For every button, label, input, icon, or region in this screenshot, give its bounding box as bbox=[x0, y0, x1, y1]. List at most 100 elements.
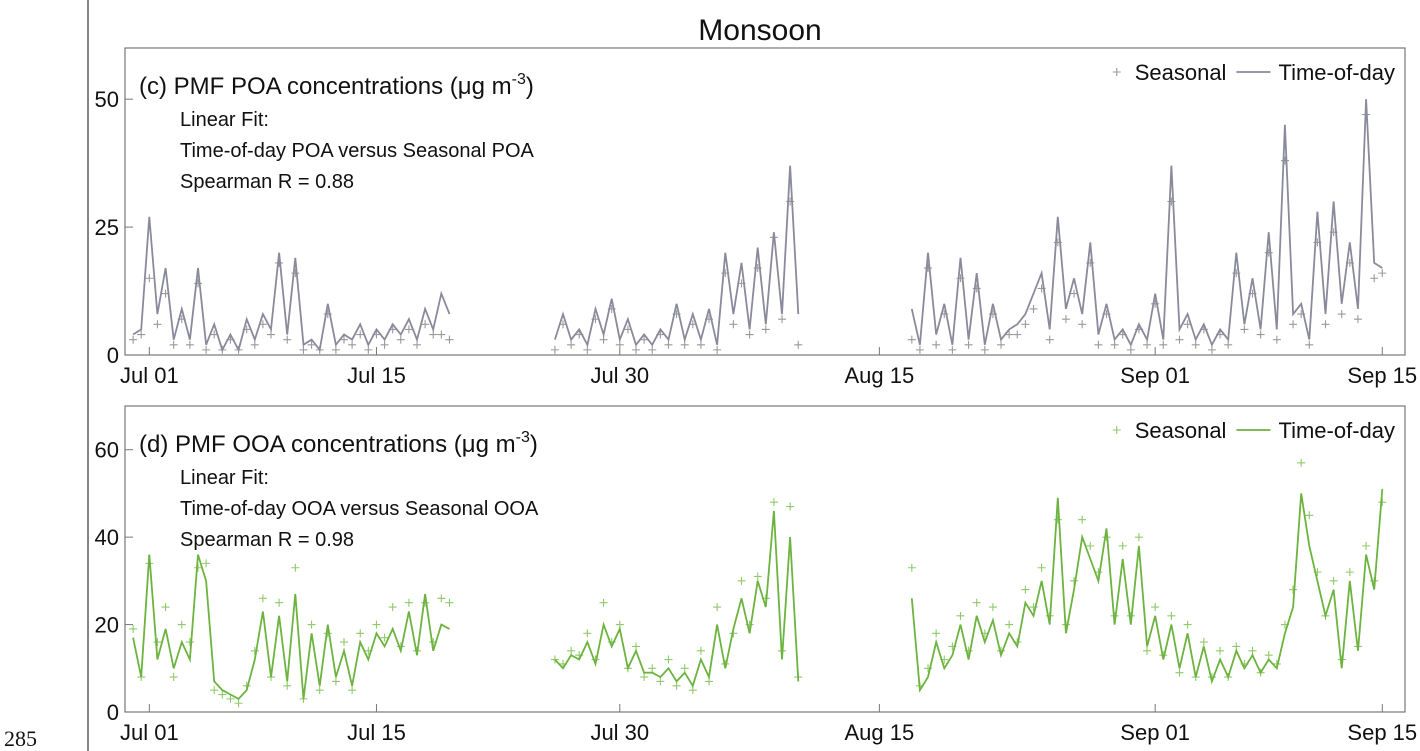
seasonal-marker bbox=[948, 345, 957, 354]
seasonal-marker bbox=[640, 335, 649, 344]
seasonal-marker bbox=[380, 340, 389, 349]
seasonal-marker bbox=[348, 686, 357, 695]
seasonal-marker bbox=[1061, 315, 1070, 324]
annotation: Time-of-day POA versus Seasonal POA bbox=[180, 140, 535, 162]
seasonal-marker bbox=[729, 320, 738, 329]
seasonal-marker bbox=[372, 620, 381, 629]
seasonal-marker bbox=[291, 269, 300, 278]
seasonal-marker bbox=[226, 694, 235, 703]
seasonal-marker bbox=[932, 629, 941, 638]
seasonal-marker bbox=[161, 603, 170, 612]
seasonal-marker bbox=[1362, 541, 1371, 550]
seasonal-marker bbox=[413, 340, 422, 349]
seasonal-marker bbox=[1207, 345, 1216, 354]
seasonal-marker bbox=[185, 638, 194, 647]
seasonal-marker bbox=[1264, 248, 1273, 257]
x-tick-label: Jul 30 bbox=[590, 363, 649, 388]
seasonal-marker bbox=[567, 646, 576, 655]
seasonal-marker bbox=[307, 620, 316, 629]
annotation: Linear Fit: bbox=[180, 467, 269, 489]
seasonal-marker bbox=[202, 559, 211, 568]
seasonal-marker bbox=[1005, 330, 1014, 339]
legend-label: Seasonal bbox=[1135, 60, 1227, 85]
seasonal-marker bbox=[713, 603, 722, 612]
x-tick-label: Jul 15 bbox=[347, 720, 406, 745]
panel-label-end: ) bbox=[526, 73, 534, 100]
seasonal-marker bbox=[1345, 568, 1354, 577]
seasonal-marker bbox=[315, 686, 324, 695]
seasonal-marker bbox=[1143, 646, 1152, 655]
x-tick-label: Jul 15 bbox=[347, 363, 406, 388]
seasonal-marker bbox=[745, 330, 754, 339]
seasonal-marker bbox=[1143, 340, 1152, 349]
x-tick-label: Jul 01 bbox=[120, 720, 179, 745]
seasonal-marker bbox=[656, 677, 665, 686]
seasonal-marker bbox=[997, 340, 1006, 349]
seasonal-marker bbox=[340, 335, 349, 344]
seasonal-marker bbox=[769, 498, 778, 507]
seasonal-marker bbox=[129, 335, 138, 344]
seasonal-marker bbox=[1224, 340, 1233, 349]
seasonal-marker bbox=[250, 340, 259, 349]
y-tick-label: 40 bbox=[95, 525, 119, 550]
seasonal-marker bbox=[1289, 585, 1298, 594]
seasonal-marker bbox=[1183, 620, 1192, 629]
y-tick-label: 25 bbox=[95, 215, 119, 240]
seasonal-marker bbox=[599, 598, 608, 607]
seasonal-marker bbox=[664, 655, 673, 664]
seasonal-marker bbox=[291, 563, 300, 572]
seasonal-marker bbox=[396, 335, 405, 344]
seasonal-marker bbox=[794, 340, 803, 349]
seasonal-marker bbox=[1264, 651, 1273, 660]
legend-marker bbox=[1112, 68, 1121, 76]
seasonal-marker bbox=[1329, 576, 1338, 585]
seasonal-marker bbox=[1037, 563, 1046, 572]
seasonal-marker bbox=[737, 576, 746, 585]
seasonal-marker bbox=[267, 330, 276, 339]
x-tick-label: Sep 01 bbox=[1120, 363, 1190, 388]
seasonal-marker bbox=[753, 572, 762, 581]
seasonal-marker bbox=[1013, 330, 1022, 339]
seasonal-marker bbox=[1248, 646, 1257, 655]
seasonal-marker bbox=[567, 340, 576, 349]
figure-title: Monsoon bbox=[698, 14, 821, 47]
seasonal-marker bbox=[583, 345, 592, 354]
seasonal-marker bbox=[194, 279, 203, 288]
seasonal-marker bbox=[153, 638, 162, 647]
seasonal-marker bbox=[275, 598, 284, 607]
plot-frame bbox=[124, 47, 1406, 356]
seasonal-marker bbox=[348, 340, 357, 349]
seasonal-marker bbox=[177, 620, 186, 629]
seasonal-marker bbox=[680, 664, 689, 673]
panel-label-text: (c) PMF POA concentrations (μg m bbox=[139, 73, 512, 100]
seasonal-marker bbox=[404, 598, 413, 607]
x-tick-label: Jul 01 bbox=[120, 363, 179, 388]
annotation: Spearman R = 0.98 bbox=[180, 529, 354, 551]
seasonal-marker bbox=[1094, 340, 1103, 349]
seasonal-marker bbox=[404, 325, 413, 334]
seasonal-marker bbox=[1167, 611, 1176, 620]
seasonal-marker bbox=[234, 699, 243, 708]
series-line bbox=[132, 99, 1383, 353]
seasonal-marker bbox=[299, 345, 308, 354]
seasonal-marker bbox=[972, 598, 981, 607]
seasonal-marker bbox=[331, 677, 340, 686]
seasonal-marker bbox=[283, 681, 292, 690]
seasonal-marker bbox=[437, 330, 446, 339]
seasonal-marker bbox=[388, 603, 397, 612]
seasonal-marker bbox=[648, 664, 657, 673]
seasonal-marker bbox=[1005, 620, 1014, 629]
x-tick-label: Jul 30 bbox=[590, 720, 649, 745]
seasonal-marker bbox=[1305, 511, 1314, 520]
seasonal-marker bbox=[169, 673, 178, 682]
annotation: Time-of-day OOA versus Seasonal OOA bbox=[180, 498, 539, 520]
seasonal-marker bbox=[1289, 320, 1298, 329]
legend-label: Seasonal bbox=[1135, 418, 1227, 443]
seasonal-marker bbox=[331, 345, 340, 354]
seasonal-marker bbox=[956, 611, 965, 620]
seasonal-marker bbox=[307, 340, 316, 349]
seasonal-marker bbox=[980, 345, 989, 354]
y-tick-label: 50 bbox=[95, 87, 119, 112]
seasonal-marker bbox=[1118, 541, 1127, 550]
